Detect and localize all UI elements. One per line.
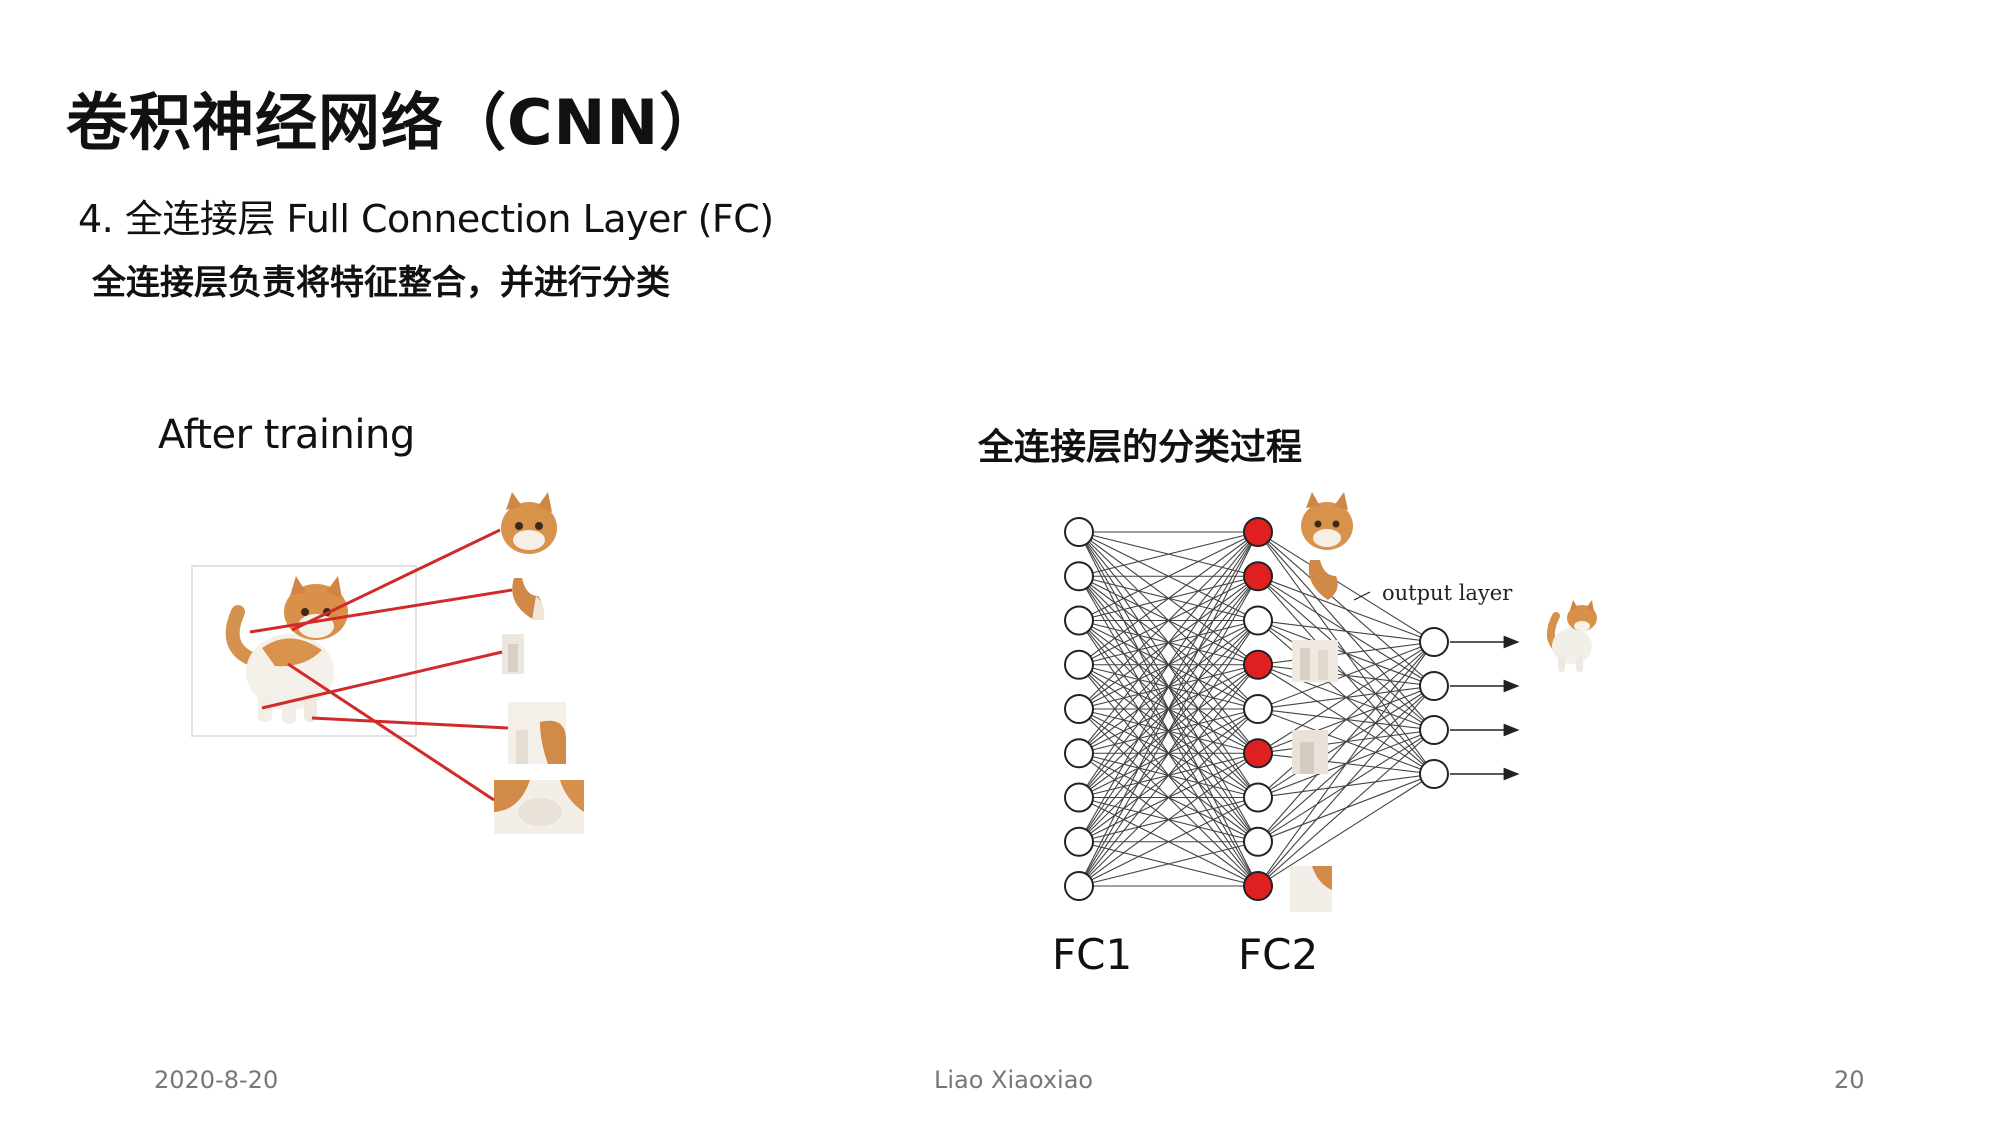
feature-patch-body: [508, 702, 566, 764]
fc1-node: [1064, 561, 1094, 592]
fc1-node: [1064, 694, 1094, 724]
edge-fc1-fc2: [1078, 531, 1259, 666]
cat-leg: [282, 694, 296, 724]
edge-fc1-fc2: [1078, 531, 1259, 887]
edge-fc1-fc2: [1078, 752, 1259, 887]
edge-fc2-output: [1257, 531, 1435, 643]
edges-fc2-output: [1257, 531, 1435, 887]
fc2-thumb-chest: [1292, 730, 1328, 774]
edge-fc2-output: [1257, 641, 1435, 887]
fc2-node: [1243, 782, 1273, 813]
fc2-thumb-body: [1290, 866, 1332, 912]
fc2-node-active: [1243, 517, 1273, 547]
section-description: 全连接层负责将特征整合，并进行分类: [92, 263, 670, 303]
edge-fc1-fc2: [1078, 531, 1259, 577]
edge-fc2-output: [1257, 575, 1435, 643]
cat-leg: [304, 692, 317, 722]
footer-page-number: 20: [1834, 1066, 1865, 1094]
edge-fc2-output: [1257, 641, 1435, 710]
fc2-node: [1243, 605, 1273, 636]
feature-patch-tail: [512, 578, 545, 620]
edge-fc1-fc2: [1078, 531, 1259, 754]
edge-fc2-output: [1257, 641, 1435, 843]
edge-fc1-fc2: [1078, 575, 1259, 887]
edge-fc2-output: [1257, 641, 1435, 666]
edge-fc2-output: [1257, 773, 1435, 887]
feature-line: [291, 528, 501, 632]
fc1-node: [1064, 826, 1094, 857]
fc2-node-active: [1243, 561, 1273, 592]
output-cat-image: [1546, 600, 1597, 672]
edges-fc1-fc2: [1078, 531, 1259, 887]
fc2-node-active: [1243, 649, 1273, 680]
feature-connection-lines: [249, 528, 513, 802]
output-layer-label: output layer: [1382, 581, 1513, 605]
cat-ear: [290, 576, 306, 596]
fc1-node: [1064, 871, 1094, 901]
edge-fc1-fc2: [1078, 531, 1259, 621]
after-training-figure: [191, 492, 584, 834]
edge-fc1-fc2: [1078, 620, 1259, 887]
edge-fc1-fc2: [1078, 797, 1259, 887]
fc2-nodes: [1243, 517, 1273, 901]
fc2-thumb-leg: [1292, 640, 1338, 682]
edge-fc1-fc2: [1078, 664, 1259, 887]
fc2-node-active: [1243, 871, 1273, 901]
feature-patch-leg: [502, 634, 524, 674]
edge-fc1-fc2: [1078, 841, 1259, 887]
output-node: [1419, 715, 1449, 745]
edge-fc2-output: [1257, 641, 1435, 754]
fc1-node: [1064, 517, 1094, 547]
output-node: [1419, 671, 1449, 701]
fc-network-diagram: output layer: [1064, 492, 1597, 912]
fc-process-caption: 全连接层的分类过程: [978, 427, 1303, 468]
fc2-node: [1243, 826, 1273, 857]
edge-fc1-fc2: [1078, 531, 1259, 798]
fc1-node: [1064, 649, 1094, 680]
output-arrows: [1450, 635, 1520, 781]
edge-fc2-output: [1257, 729, 1435, 887]
fc2-thumb-face: [1300, 492, 1354, 552]
slide-title: 卷积神经网络（CNN）: [66, 86, 723, 159]
cat-leg: [258, 688, 272, 722]
footer-date: 2020-8-20: [154, 1066, 279, 1094]
footer-author: Liao Xiaoxiao: [934, 1066, 1094, 1094]
edge-fc1-fc2: [1078, 531, 1259, 710]
output-node: [1419, 759, 1449, 789]
after-training-caption: After training: [158, 412, 415, 458]
fc2-label: FC2: [1238, 930, 1319, 979]
edge-fc2-output: [1257, 685, 1435, 887]
output-label-leader: [1353, 591, 1371, 601]
section-subtitle: 4. 全连接层 Full Connection Layer (FC): [78, 197, 774, 241]
fc1-label: FC1: [1052, 930, 1133, 979]
output-nodes: [1419, 627, 1449, 789]
edge-fc2-output: [1257, 619, 1435, 643]
fc1-node: [1064, 782, 1094, 813]
fc1-nodes: [1064, 517, 1094, 901]
cat-image-frame: [191, 565, 417, 737]
edge-fc2-output: [1257, 641, 1435, 798]
output-node: [1419, 627, 1449, 657]
fc1-node: [1064, 738, 1094, 769]
feature-patch-face: [500, 492, 558, 556]
feature-line: [249, 588, 513, 634]
fc2-node: [1243, 694, 1273, 724]
cat-eye: [301, 608, 309, 616]
feature-line: [261, 650, 503, 710]
edge-fc1-fc2: [1078, 708, 1259, 887]
fc1-node: [1064, 605, 1094, 636]
fc2-node-active: [1243, 738, 1273, 769]
feature-line: [287, 662, 495, 802]
fc2-thumb-tail: [1308, 560, 1338, 600]
cat-tail: [225, 605, 261, 667]
cat-ear: [326, 576, 342, 598]
cat-back-patch: [262, 638, 322, 667]
feature-patch-chest: [494, 780, 584, 834]
edge-fc1-fc2: [1078, 531, 1259, 843]
feature-line: [311, 716, 509, 730]
